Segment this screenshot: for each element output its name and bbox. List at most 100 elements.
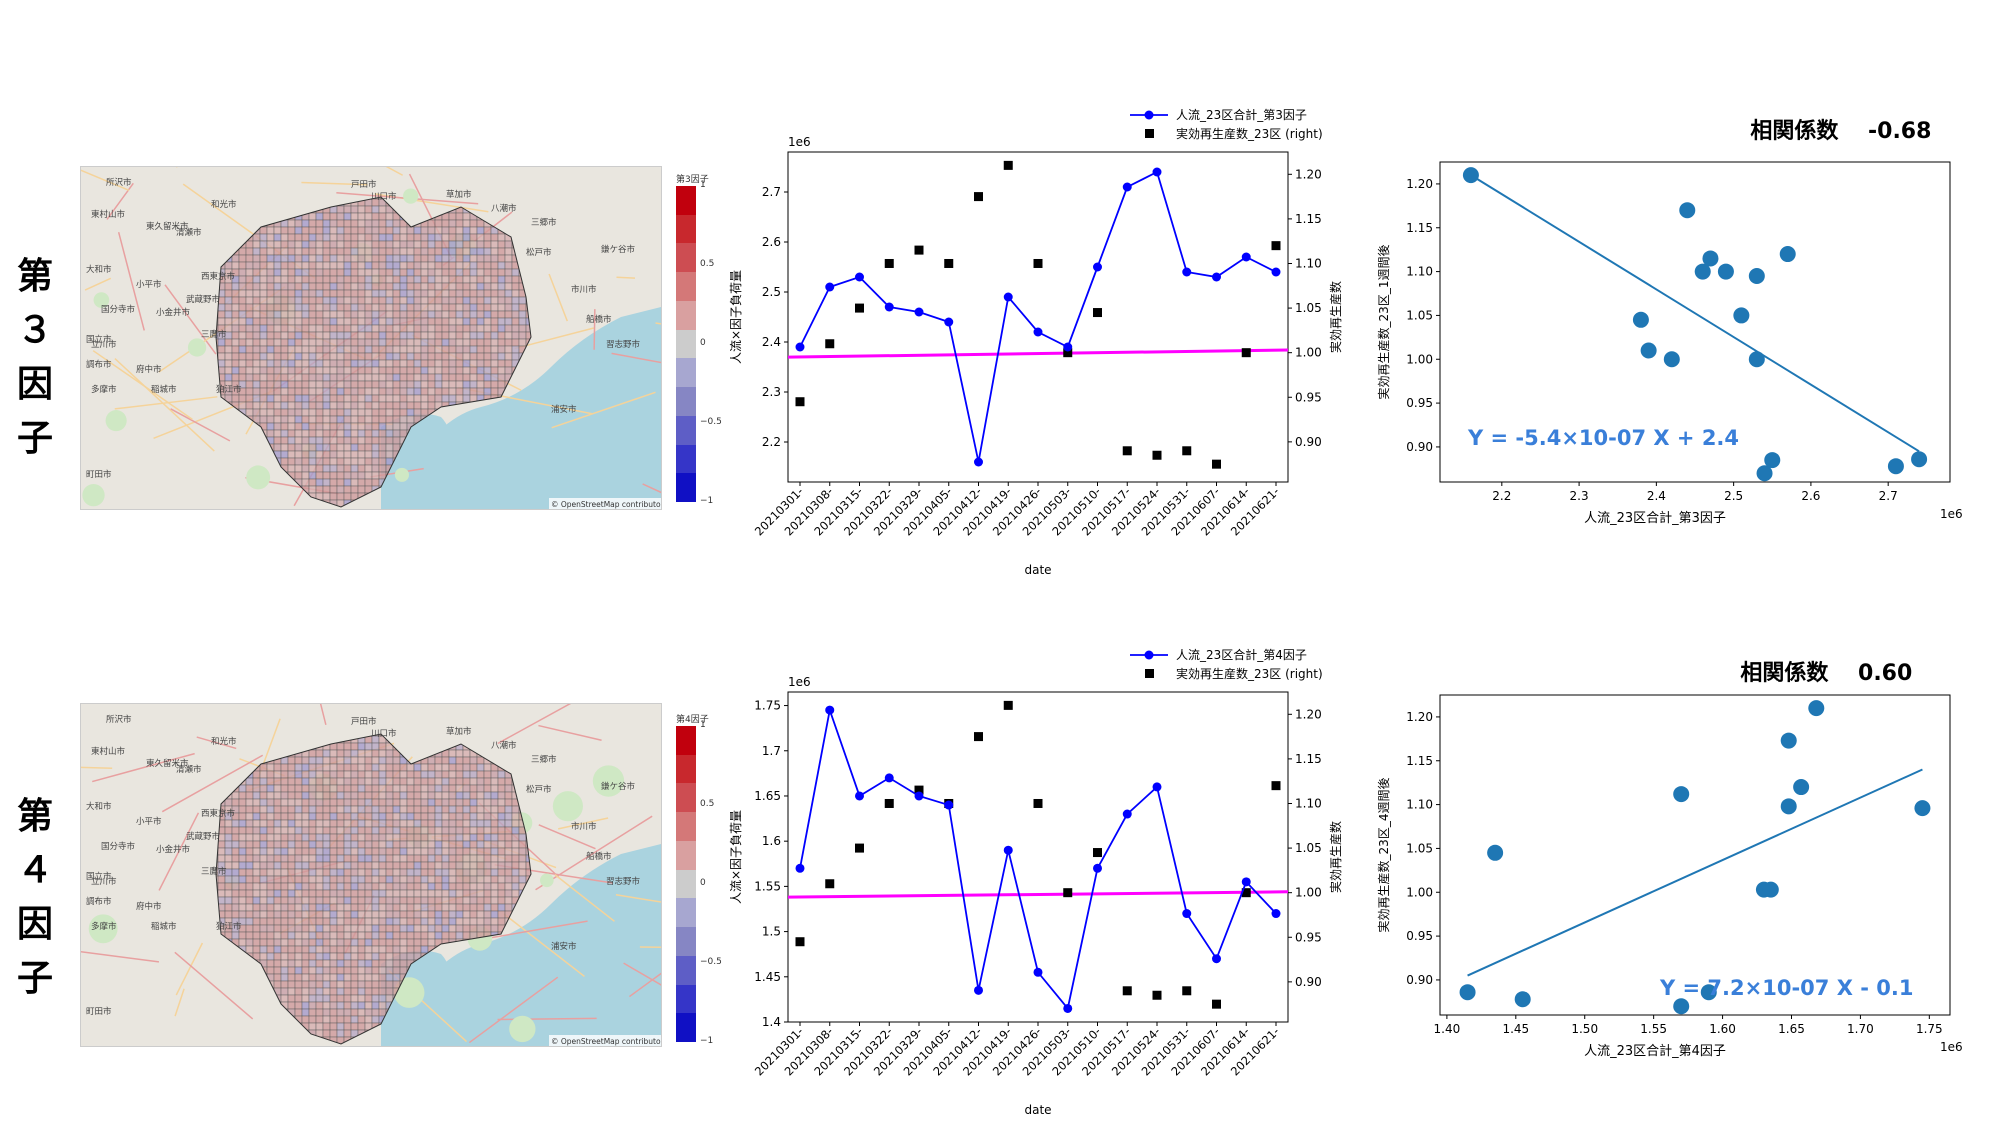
grid-cell — [518, 917, 527, 926]
grid-cell — [322, 212, 331, 221]
grid-cell — [259, 931, 268, 940]
grid-cell — [497, 784, 506, 793]
grid-cell — [238, 994, 247, 1003]
grid-cell — [238, 987, 247, 996]
grid-cell — [280, 233, 289, 242]
place-label: 浦安市 — [551, 941, 577, 952]
grid-cell — [216, 1022, 219, 1031]
park — [552, 791, 583, 822]
grid-cell — [280, 240, 289, 249]
grid-cell — [329, 338, 338, 347]
grid-cell — [406, 394, 415, 403]
grid-cell — [301, 763, 310, 772]
grid-cell — [315, 289, 324, 298]
grid-cell — [462, 854, 471, 863]
grid-cell — [217, 784, 226, 793]
grid-cell — [427, 366, 436, 375]
grid-cell — [497, 359, 506, 368]
grid-cell — [406, 345, 415, 354]
grid-cell — [540, 353, 547, 360]
grid-cell — [420, 819, 429, 828]
grid-cell — [350, 805, 359, 814]
grid-cell — [308, 240, 317, 249]
grid-cell — [336, 1022, 345, 1031]
grid-cell — [357, 868, 366, 877]
grid-cell — [343, 784, 352, 793]
grid-cell — [392, 338, 401, 347]
grid-cell — [392, 261, 401, 270]
grid-cell — [378, 317, 387, 326]
grid-cell — [371, 777, 380, 786]
grid-cell — [455, 756, 464, 765]
grid-cell — [301, 952, 310, 961]
grid-cell — [350, 317, 359, 326]
grid-cell — [238, 338, 247, 347]
grid-cell — [462, 296, 471, 305]
grid-cell — [533, 332, 540, 339]
x-tick-label: 1.65 — [1778, 1022, 1805, 1036]
grid-cell — [399, 401, 408, 410]
grid-cell — [385, 352, 394, 361]
grid-cell — [406, 763, 415, 772]
grid-cell — [238, 777, 247, 786]
grid-cell — [273, 861, 282, 870]
grid-cell — [533, 834, 540, 841]
grid-cell — [518, 331, 527, 340]
grid-cell — [371, 910, 380, 919]
park — [187, 338, 207, 357]
grid-cell — [329, 1043, 338, 1044]
grid-cell — [483, 338, 492, 347]
grid-cell — [343, 910, 352, 919]
grid-cell — [217, 338, 226, 347]
grid-cell — [399, 734, 408, 737]
grid-cell — [308, 380, 317, 389]
grid-cell — [273, 819, 282, 828]
grid-cell — [294, 380, 303, 389]
grid-cell — [462, 233, 471, 242]
grid-cell — [266, 826, 275, 835]
grid-cell — [357, 1001, 366, 1010]
grid-cell — [490, 910, 499, 919]
grid-cell — [294, 197, 303, 200]
grid-cell — [357, 471, 366, 480]
grid-cell — [315, 889, 324, 898]
grid-cell — [238, 833, 247, 842]
grid-cell — [462, 833, 471, 842]
y-tick-label: 2.5 — [762, 285, 781, 299]
grid-cell — [315, 415, 324, 424]
grid-cell — [420, 889, 429, 898]
grid-cell — [301, 247, 310, 256]
grid-cell — [343, 443, 352, 452]
grid-cell — [322, 896, 331, 905]
grid-cell — [406, 317, 415, 326]
grid-cell — [497, 310, 506, 319]
grid-cell — [266, 233, 275, 242]
grid-cell — [343, 952, 352, 961]
grid-cell — [483, 791, 492, 800]
grid-cell — [533, 820, 540, 827]
grid-cell — [315, 931, 324, 940]
grid-cell — [315, 457, 324, 466]
grid-cell — [287, 854, 296, 863]
grid-cell — [441, 254, 450, 263]
grid-cell — [245, 198, 254, 207]
grid-cell — [308, 847, 317, 856]
reference-line — [787, 348, 1289, 359]
grid-cell — [217, 345, 226, 354]
ward-outline — [215, 733, 532, 1045]
grid-cell — [490, 289, 499, 298]
grid-cell — [287, 959, 296, 968]
grid-cell — [406, 268, 415, 277]
grid-cell — [329, 219, 338, 228]
grid-cell — [392, 331, 401, 340]
grid-cell — [434, 812, 443, 821]
grid-cell — [357, 987, 366, 996]
grid-cell — [540, 199, 547, 206]
grid-cell — [294, 275, 303, 284]
grid-cell — [329, 275, 338, 284]
y-right-tick-label: 1.10 — [1295, 796, 1322, 810]
grid-cell — [504, 219, 513, 228]
ward-outline — [215, 196, 532, 508]
place-label: 小金井市 — [156, 307, 191, 318]
grid-cell — [399, 324, 408, 333]
